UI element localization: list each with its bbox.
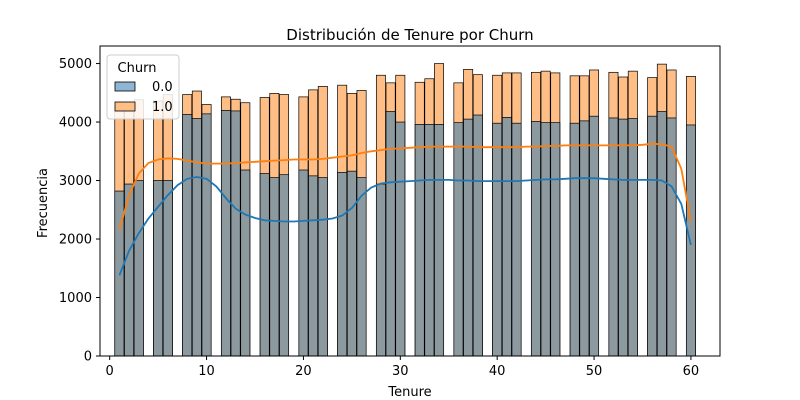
bar-series-0-x8 <box>182 114 193 357</box>
legend-title: Churn <box>118 61 157 76</box>
bar-series-0-x46 <box>550 122 561 357</box>
y-axis: 0 1000 2000 3000 4000 5000 <box>59 57 100 365</box>
bar-series-0-x24 <box>337 171 348 357</box>
bar-series-0-x13 <box>230 110 241 357</box>
bar-series-0-x44 <box>530 121 541 357</box>
x-axis-label: Tenure <box>387 385 431 400</box>
bar-series-0-x25 <box>346 170 357 357</box>
bar-series-0-x41 <box>501 117 512 357</box>
x-tick-label: 50 <box>586 364 603 379</box>
x-tick-label: 30 <box>392 364 409 379</box>
bar-series-0-x3 <box>133 180 144 357</box>
bar-series-0-x50 <box>589 115 600 357</box>
kde-line-series-0 <box>118 176 692 276</box>
x-axis: 0 10 20 30 40 50 60 <box>106 356 700 379</box>
x-tick-label: 60 <box>683 364 700 379</box>
bar-series-0-x26 <box>356 177 367 357</box>
bar-series-0-x12 <box>220 109 231 357</box>
bar-series-0-x48 <box>569 122 580 357</box>
bar-series-0-x16 <box>259 173 270 357</box>
bar-series-0-x45 <box>540 122 551 357</box>
legend-label-0: 0.0 <box>152 80 173 95</box>
y-tick-label: 4000 <box>59 116 92 131</box>
x-tick-label: 20 <box>295 364 312 379</box>
bar-series-0-x17 <box>269 177 280 357</box>
y-tick-label: 3000 <box>59 174 92 189</box>
y-axis-label: Frecuencia <box>36 168 51 238</box>
y-tick-label: 5000 <box>59 57 92 72</box>
x-tick-label: 0 <box>106 364 114 379</box>
bar-series-0-x30 <box>395 121 406 357</box>
bar-series-0-x53 <box>618 118 629 357</box>
x-tick-label: 10 <box>198 364 215 379</box>
bar-series-0-x9 <box>191 118 202 357</box>
legend-label-1: 1.0 <box>152 100 173 115</box>
x-tick-label: 40 <box>489 364 506 379</box>
bars-series-0 <box>114 109 696 357</box>
bar-series-0-x28 <box>375 183 386 357</box>
bar-series-0-x60 <box>685 124 696 357</box>
bar-series-0-x37 <box>463 118 474 357</box>
bar-series-0-x38 <box>472 114 483 357</box>
bar-series-0-x33 <box>424 124 435 357</box>
bar-series-0-x36 <box>453 122 464 357</box>
bar-series-0-x56 <box>647 115 658 357</box>
bar-series-0-x22 <box>317 177 328 357</box>
bar-series-0-x54 <box>627 118 638 357</box>
bar-series-0-x57 <box>656 111 667 357</box>
y-tick-label: 1000 <box>59 291 92 306</box>
bar-series-0-x40 <box>492 122 503 357</box>
bar-series-0-x20 <box>298 169 309 357</box>
legend-swatch-0 <box>114 81 136 92</box>
bar-series-0-x21 <box>308 175 319 357</box>
bar-series-0-x18 <box>279 174 290 357</box>
bar-series-0-x6 <box>162 180 173 357</box>
kde-lines <box>118 142 692 276</box>
y-tick-label: 0 <box>84 350 92 365</box>
legend: Churn 0.0 1.0 <box>106 54 180 120</box>
chart-title: Distribución de Tenure por Churn <box>286 26 533 44</box>
bar-series-0-x10 <box>201 113 212 357</box>
bar-series-0-x52 <box>608 117 619 357</box>
bar-series-0-x32 <box>414 124 425 357</box>
bar-series-0-x34 <box>434 124 445 357</box>
legend-swatch-1 <box>114 101 136 112</box>
bar-series-0-x42 <box>511 122 522 357</box>
kde-line-series-1 <box>118 142 692 230</box>
y-tick-label: 2000 <box>59 233 92 248</box>
plot-frame <box>99 45 721 357</box>
bar-series-0-x14 <box>240 169 251 357</box>
bar-series-0-x49 <box>579 120 590 357</box>
